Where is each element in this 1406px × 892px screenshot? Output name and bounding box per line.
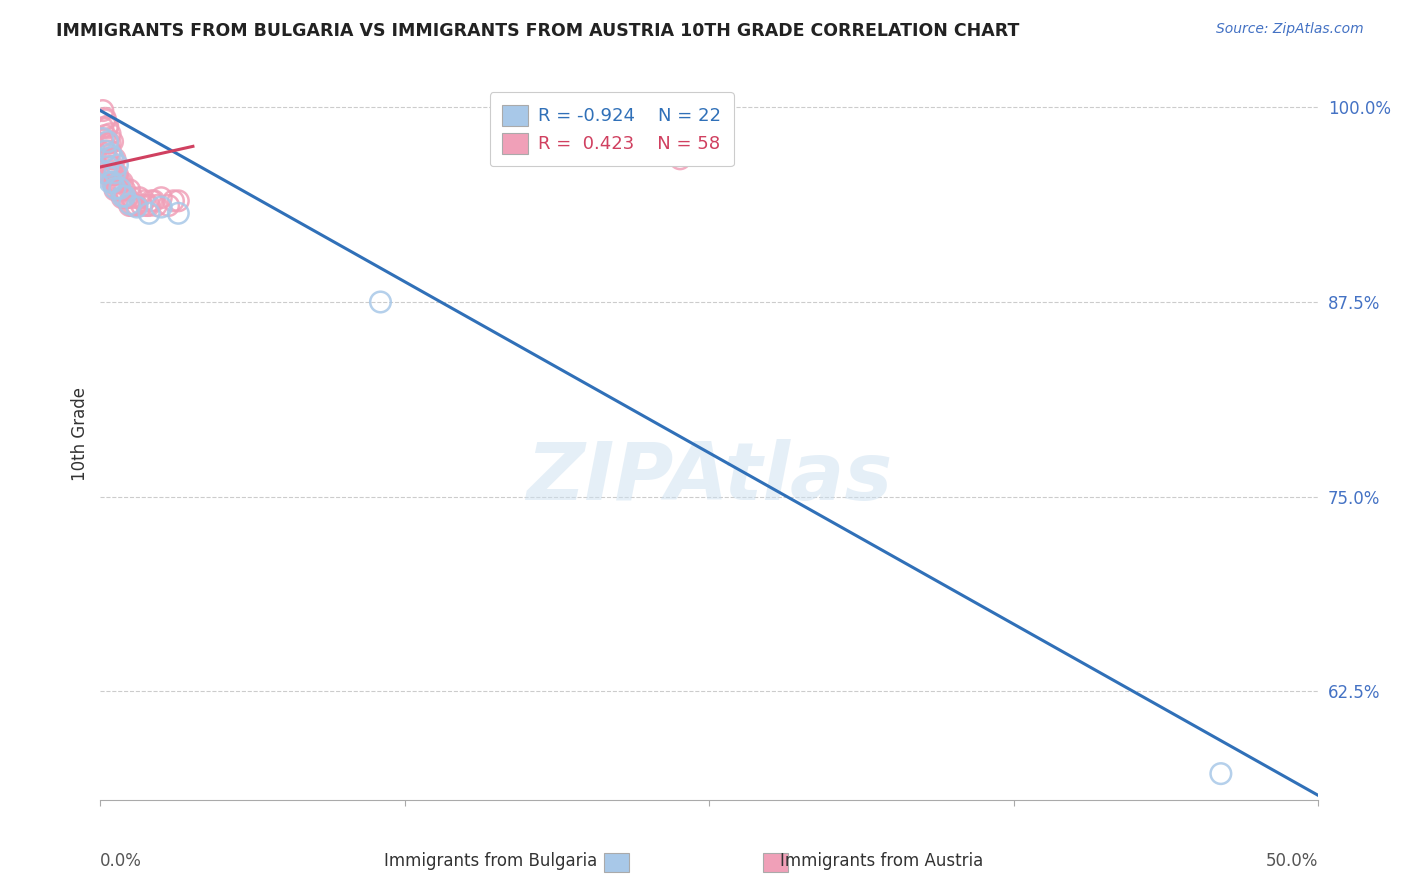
Point	[98, 167, 121, 181]
Point	[118, 197, 141, 211]
Point	[97, 135, 120, 149]
Point	[94, 166, 117, 180]
Point	[111, 191, 134, 205]
Text: 0.0%: 0.0%	[100, 852, 142, 870]
Text: Immigrants from Bulgaria: Immigrants from Bulgaria	[384, 852, 596, 870]
Point	[111, 189, 134, 203]
Point	[97, 167, 120, 181]
Point	[97, 120, 120, 135]
Point	[141, 194, 163, 208]
Point	[98, 144, 121, 158]
Point	[134, 194, 156, 208]
Point	[104, 167, 127, 181]
Point	[98, 147, 121, 161]
Point	[370, 295, 392, 310]
Point	[108, 183, 131, 197]
Point	[125, 198, 148, 212]
Point	[101, 167, 124, 181]
Point	[94, 144, 117, 158]
Point	[104, 166, 127, 180]
Point	[516, 135, 538, 149]
Point	[94, 128, 117, 143]
Point	[145, 198, 167, 212]
Point	[107, 158, 129, 172]
Point	[600, 144, 623, 158]
Point	[1209, 766, 1232, 780]
Point	[91, 131, 114, 145]
Point	[97, 136, 120, 151]
Point	[107, 183, 129, 197]
Point	[150, 200, 173, 214]
Point	[104, 183, 127, 197]
Point	[150, 191, 173, 205]
Point	[91, 136, 114, 151]
Y-axis label: 10th Grade: 10th Grade	[72, 387, 89, 482]
Point	[114, 191, 136, 205]
Point	[121, 191, 143, 205]
Point	[91, 120, 114, 135]
Legend: R = -0.924    N = 22, R =  0.423    N = 58: R = -0.924 N = 22, R = 0.423 N = 58	[489, 92, 734, 167]
Point	[118, 198, 141, 212]
Point	[115, 191, 138, 205]
Point	[637, 136, 659, 151]
Text: ZIPAtlas: ZIPAtlas	[526, 439, 893, 517]
Point	[97, 152, 120, 166]
Point	[135, 198, 157, 212]
Point	[669, 152, 692, 166]
Point	[108, 181, 131, 195]
Text: 50.0%: 50.0%	[1265, 852, 1319, 870]
Point	[128, 191, 150, 205]
Text: Immigrants from Austria: Immigrants from Austria	[779, 852, 983, 870]
Point	[91, 103, 114, 118]
Point	[98, 160, 121, 174]
Point	[138, 198, 160, 212]
Point	[101, 160, 124, 174]
Point	[101, 150, 124, 164]
Point	[94, 112, 117, 126]
Point	[167, 194, 190, 208]
Point	[111, 175, 134, 189]
Point	[108, 175, 131, 189]
Point	[125, 200, 148, 214]
Point	[101, 175, 124, 189]
Point	[97, 119, 120, 133]
Point	[118, 183, 141, 197]
Point	[142, 194, 165, 208]
Point	[101, 175, 124, 189]
Point	[104, 175, 127, 189]
Text: Source: ZipAtlas.com: Source: ZipAtlas.com	[1216, 22, 1364, 37]
Point	[162, 194, 184, 208]
Point	[104, 181, 127, 195]
Text: IMMIGRANTS FROM BULGARIA VS IMMIGRANTS FROM AUSTRIA 10TH GRADE CORRELATION CHART: IMMIGRANTS FROM BULGARIA VS IMMIGRANTS F…	[56, 22, 1019, 40]
Point	[94, 144, 117, 158]
Point	[138, 206, 160, 220]
Point	[98, 136, 121, 151]
Point	[101, 152, 124, 166]
Point	[167, 206, 190, 220]
Point	[107, 167, 129, 181]
Point	[97, 160, 120, 174]
Point	[157, 198, 180, 212]
Point	[101, 135, 124, 149]
Point	[107, 175, 129, 189]
Point	[121, 198, 143, 212]
Point	[94, 112, 117, 127]
Point	[98, 175, 121, 189]
Point	[114, 183, 136, 197]
Point	[104, 152, 127, 166]
Point	[124, 198, 146, 212]
Point	[114, 189, 136, 203]
Point	[131, 198, 153, 212]
Point	[98, 127, 121, 141]
